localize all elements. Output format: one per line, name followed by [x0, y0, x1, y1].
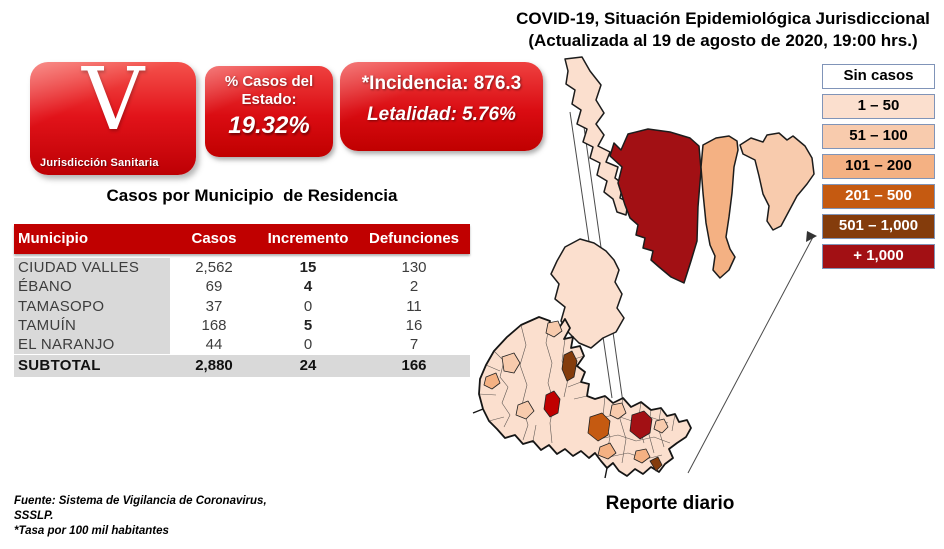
cell-incremento: 0 [303, 297, 313, 315]
cell-incremento: 0 [303, 336, 313, 354]
map-region-ciudad-valles [609, 128, 702, 284]
cell-casos: 44 [205, 336, 223, 354]
map-region-el-naranjo [564, 56, 629, 216]
cases-table: Municipio Casos Incremento Defunciones C… [14, 224, 470, 378]
report-type-label: Reporte diario [605, 493, 735, 514]
percent-value: 19.32% [228, 112, 310, 139]
legend-item-501-1000: 501 – 1,000 [822, 214, 935, 239]
table-row: ÉBANO 69 4 2 [14, 277, 470, 297]
callout-arrow-icon [806, 231, 817, 242]
state-border-stubs [472, 408, 608, 479]
map-legend: Sin casos 1 – 50 51 – 100 101 – 200 201 … [822, 64, 935, 269]
legend-item-201-500: 201 – 500 [822, 184, 935, 209]
table-row: CIUDAD VALLES 2,562 15 130 [14, 258, 470, 278]
state-patch-peach-5 [653, 418, 669, 434]
legend-item-51-100: 51 – 100 [822, 124, 935, 149]
table-row: TAMASOPO 37 0 11 [14, 296, 470, 316]
state-patch-peach-2 [545, 320, 563, 338]
cell-subtotal-label: SUBTOTAL [14, 355, 170, 378]
state-patch-capital-red [543, 390, 561, 418]
cell-casos: 69 [205, 278, 223, 296]
col-header-incremento: Incremento [267, 230, 349, 247]
cell-municipio: EL NARANJO [14, 335, 170, 355]
legend-item-sin-casos: Sin casos [822, 64, 935, 89]
map-region-tamasopo [550, 238, 625, 349]
table-subtotal-row: SUBTOTAL 2,880 24 166 [14, 355, 470, 378]
incidence-value: *Incidencia: 876.3 [361, 73, 522, 94]
state-patch-southeast-brown [649, 456, 663, 472]
state-patch-peach-4 [609, 402, 627, 420]
cell-defunciones: 11 [406, 297, 422, 315]
jurisdiction-badge-label: Jurisdicción Sanitaria [40, 157, 159, 169]
cell-incremento: 5 [303, 316, 313, 334]
cell-defunciones: 130 [401, 259, 427, 276]
cell-defunciones: 16 [405, 316, 423, 334]
col-header-defunciones: Defunciones [368, 230, 459, 247]
table-header-row: Municipio Casos Incremento Defunciones [14, 224, 470, 254]
cell-defunciones: 7 [409, 336, 419, 354]
map-region-tamuin [700, 135, 739, 279]
state-patch-center-orange [587, 412, 611, 442]
jurisdiction-badge: V Jurisdicción Sanitaria [30, 53, 196, 175]
state-patch-peach-3 [515, 400, 535, 420]
source-line1: Fuente: Sistema de Vigilancia de Coronav… [14, 495, 267, 507]
state-patch-orange-2 [597, 442, 617, 460]
percent-caption-line1: % Casos del [224, 73, 314, 90]
legend-item-1000-plus: + 1,000 [822, 244, 935, 269]
state-patch-orange-1 [483, 372, 501, 390]
cell-municipio: TAMUÍN [14, 315, 170, 336]
rate-note: *Tasa por 100 mil habitantes [14, 524, 169, 537]
cell-municipio: ÉBANO [14, 277, 170, 297]
cell-casos: 37 [205, 297, 223, 315]
source-line2: SSSLP. [14, 509, 54, 522]
cell-municipio: CIUDAD VALLES [14, 258, 170, 278]
choropleth-maps [470, 55, 944, 495]
page-title-line2: (Actualizada al 19 de agosto de 2020, 19… [528, 31, 918, 51]
legend-item-1-50: 1 – 50 [822, 94, 935, 119]
cell-municipio: TAMASOPO [14, 296, 170, 316]
percent-caption-line2: Estado: [241, 91, 297, 108]
incidence-lethality-box: *Incidencia: 876.3 Letalidad: 5.76% [340, 62, 543, 151]
table-row: EL NARANJO 44 0 7 [14, 335, 470, 355]
table-title: Casos por Municipio de Residencia [106, 186, 398, 205]
state-patches [483, 320, 669, 472]
state-map [472, 316, 692, 479]
cell-subtotal-casos: 2,880 [170, 355, 258, 378]
cell-subtotal-defunciones: 166 [358, 355, 470, 378]
jurisdiction-map [550, 56, 815, 349]
cell-casos: 2,562 [195, 259, 233, 276]
state-patch-peach-1 [501, 352, 521, 374]
lethality-value: Letalidad: 5.76% [367, 104, 516, 125]
cell-defunciones: 2 [409, 278, 419, 296]
state-patch-orange-3 [633, 448, 651, 464]
legend-item-101-200: 101 – 200 [822, 154, 935, 179]
cell-subtotal-incremento: 24 [258, 355, 358, 378]
cell-incremento: 4 [303, 278, 313, 296]
percent-of-state-box: % Casos del Estado: 19.32% [205, 66, 333, 157]
col-header-municipio: Municipio [18, 230, 88, 247]
state-patch-north-brown [561, 350, 578, 382]
state-patch-valles-red [629, 410, 653, 440]
cell-casos: 168 [201, 316, 227, 334]
maps-svg [472, 56, 817, 479]
jurisdiction-number: V [81, 50, 145, 150]
page-title-line1: COVID-19, Situación Epidemiológica Juris… [516, 9, 930, 28]
cell-incremento: 15 [299, 259, 317, 276]
map-region-ebano [739, 132, 815, 231]
col-header-casos: Casos [191, 230, 237, 247]
page-title: COVID-19, Situación Epidemiológica Juris… [505, 8, 941, 53]
source-note: Fuente: Sistema de Vigilancia de Coronav… [14, 494, 267, 539]
table-row: TAMUÍN 168 5 16 [14, 315, 470, 336]
